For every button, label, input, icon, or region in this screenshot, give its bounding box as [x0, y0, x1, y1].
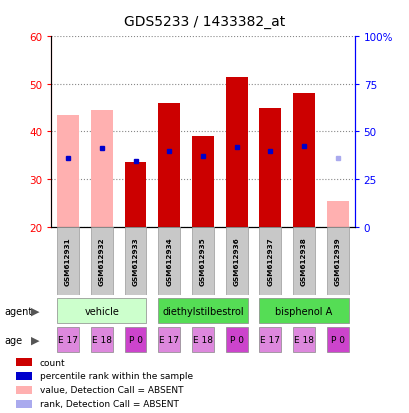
- Bar: [326, 328, 348, 352]
- Bar: [16, 400, 32, 408]
- Text: E 18: E 18: [92, 335, 112, 344]
- Text: P 0: P 0: [330, 335, 344, 344]
- Bar: [124, 227, 146, 295]
- Text: E 17: E 17: [260, 335, 280, 344]
- Bar: [124, 328, 146, 352]
- Bar: [57, 299, 146, 323]
- Text: vehicle: vehicle: [84, 306, 119, 316]
- Text: GSM612939: GSM612939: [334, 237, 340, 285]
- Bar: [57, 116, 79, 227]
- Bar: [259, 299, 348, 323]
- Text: ▶: ▶: [31, 335, 39, 345]
- Text: GSM612937: GSM612937: [267, 237, 273, 285]
- Bar: [158, 104, 180, 227]
- Text: agent: agent: [4, 306, 32, 316]
- Bar: [225, 78, 247, 227]
- Bar: [158, 299, 247, 323]
- Bar: [292, 94, 314, 227]
- Bar: [57, 227, 79, 295]
- Bar: [16, 386, 32, 394]
- Text: ▶: ▶: [31, 306, 39, 316]
- Text: GSM612932: GSM612932: [99, 237, 105, 285]
- Bar: [91, 328, 112, 352]
- Bar: [57, 328, 79, 352]
- Text: age: age: [4, 335, 22, 345]
- Text: GSM612934: GSM612934: [166, 237, 172, 285]
- Text: GDS5233 / 1433382_at: GDS5233 / 1433382_at: [124, 15, 285, 29]
- Bar: [225, 227, 247, 295]
- Text: P 0: P 0: [229, 335, 243, 344]
- Bar: [16, 372, 32, 380]
- Bar: [158, 227, 180, 295]
- Text: GSM612935: GSM612935: [200, 237, 205, 285]
- Text: rank, Detection Call = ABSENT: rank, Detection Call = ABSENT: [39, 399, 178, 408]
- Text: E 18: E 18: [293, 335, 313, 344]
- Text: GSM612936: GSM612936: [233, 237, 239, 285]
- Bar: [259, 227, 281, 295]
- Bar: [91, 227, 112, 295]
- Bar: [158, 328, 180, 352]
- Text: count: count: [39, 358, 65, 367]
- Bar: [191, 137, 213, 227]
- Bar: [326, 201, 348, 227]
- Bar: [326, 227, 348, 295]
- Text: E 17: E 17: [159, 335, 179, 344]
- Bar: [259, 328, 281, 352]
- Bar: [124, 163, 146, 227]
- Text: percentile rank within the sample: percentile rank within the sample: [39, 372, 192, 380]
- Text: E 18: E 18: [193, 335, 212, 344]
- Bar: [191, 328, 213, 352]
- Text: bisphenol A: bisphenol A: [275, 306, 332, 316]
- Bar: [292, 328, 314, 352]
- Bar: [91, 111, 112, 227]
- Text: GSM612933: GSM612933: [132, 237, 138, 285]
- Text: GSM612938: GSM612938: [300, 237, 306, 285]
- Text: P 0: P 0: [128, 335, 142, 344]
- Text: value, Detection Call = ABSENT: value, Detection Call = ABSENT: [39, 386, 182, 394]
- Bar: [225, 328, 247, 352]
- Text: E 17: E 17: [58, 335, 78, 344]
- Text: GSM612931: GSM612931: [65, 237, 71, 285]
- Text: diethylstilbestrol: diethylstilbestrol: [162, 306, 243, 316]
- Bar: [16, 358, 32, 366]
- Bar: [292, 227, 314, 295]
- Bar: [259, 108, 281, 227]
- Bar: [191, 227, 213, 295]
